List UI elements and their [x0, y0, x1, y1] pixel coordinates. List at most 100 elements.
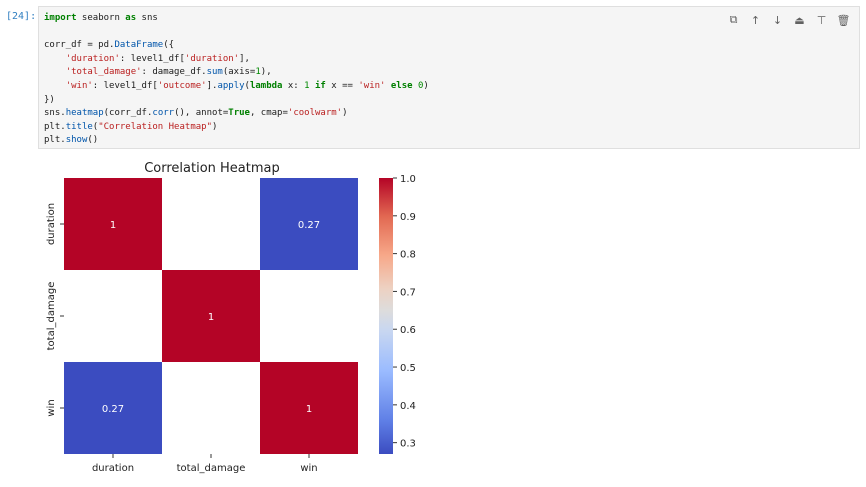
code-token [44, 67, 66, 77]
code-token: (corr_df. [103, 108, 153, 119]
code-token: sum [206, 67, 223, 78]
code-token: plt. [44, 135, 66, 146]
code-token: () [87, 135, 99, 146]
code-token: 'duration' [184, 53, 240, 64]
code-token: ], [239, 53, 250, 64]
move-down-icon[interactable]: ↓ [772, 13, 783, 27]
heatmap-cell [64, 178, 162, 270]
code-line: plt.title("Correlation Heatmap") [44, 121, 429, 135]
cell-annotation: 0.27 [298, 220, 320, 231]
code-token: ]. [206, 80, 218, 91]
cell-annotation: 1 [110, 220, 116, 231]
code-token: 'outcome' [157, 80, 207, 91]
code-token: ) [212, 121, 218, 132]
code-token: title [65, 121, 93, 132]
code-line: import seaborn as sns [44, 12, 429, 26]
code-token: ) [342, 108, 348, 119]
code-line [44, 26, 429, 40]
code-editor[interactable]: import seaborn as sns corr_df = pd.DataF… [44, 12, 429, 148]
chart-title: Correlation Heatmap [144, 161, 280, 176]
code-line: 'win': level1_df['outcome'].apply(lambda… [44, 80, 429, 94]
colorbar-tick-label: 1.0 [400, 174, 416, 185]
cell-annotation: 1 [306, 404, 312, 415]
cell-toolbar: ⧉ ↑ ↓ ⏏ ⊤ 🗑 [724, 11, 853, 29]
cell-annotation: 0.27 [102, 404, 124, 415]
code-token: sns [136, 13, 158, 23]
code-token: sns. [44, 108, 66, 119]
move-up-icon[interactable]: ↑ [750, 13, 761, 27]
code-token: import [44, 13, 77, 23]
code-token: corr_df = pd. [44, 40, 115, 51]
code-token: : damage_df. [141, 67, 207, 78]
code-token: heatmap [65, 108, 104, 119]
code-token: True [228, 108, 250, 119]
cell-prompt: [24]: [6, 11, 37, 22]
colorbar-tick-label: 0.7 [400, 287, 416, 298]
code-cell-input[interactable]: import seaborn as sns corr_df = pd.DataF… [38, 6, 860, 149]
heatmap-cell [260, 178, 358, 270]
insert-above-icon[interactable]: ⏏ [794, 13, 805, 27]
code-token: ( [244, 80, 250, 91]
code-token: (axis= [222, 67, 256, 78]
x-tick-label: total_damage [177, 463, 246, 474]
y-tick-label: total_damage [46, 282, 57, 351]
y-tick-label: duration [46, 203, 57, 245]
code-token: 'coolwarm' [287, 108, 343, 119]
code-token: as [125, 13, 137, 23]
insert-below-icon[interactable]: ⊤ [816, 13, 827, 27]
duplicate-cell-icon[interactable]: ⧉ [729, 13, 738, 26]
code-line: }) [44, 94, 429, 108]
code-token: 'win' [358, 80, 386, 91]
code-token: 0 [417, 80, 424, 91]
code-token: x == [325, 80, 359, 91]
colorbar-tick-label: 0.4 [400, 401, 416, 412]
heatmap-cell [64, 362, 162, 454]
colorbar-tick-label: 0.6 [400, 325, 416, 336]
code-token: : level1_df[ [119, 53, 185, 64]
code-token: }) [44, 94, 55, 105]
code-line: corr_df = pd.DataFrame({ [44, 39, 429, 53]
code-token: show [65, 135, 88, 146]
code-token [44, 81, 66, 91]
code-token: if [315, 80, 326, 91]
heatmap-cell [260, 362, 358, 454]
correlation-heatmap-chart: Correlation Heatmap 1 0.27 1 0.27 1 duration t… [46, 161, 416, 474]
code-token: else [390, 80, 413, 91]
cell-output: Correlation Heatmap 1 0.27 1 0.27 1 duration t… [0, 150, 440, 486]
code-token: ( [92, 121, 99, 132]
code-token [44, 54, 66, 64]
colorbar-tick-label: 0.9 [400, 212, 416, 223]
code-token: corr [152, 108, 175, 119]
colorbar-tick-label: 0.8 [400, 250, 416, 261]
cell-annotation: 1 [208, 312, 214, 323]
delete-cell-icon[interactable]: 🗑 [836, 13, 851, 27]
code-token: (), annot= [174, 108, 229, 119]
colorbar-tick-label: 0.5 [400, 363, 416, 374]
y-tick-label: win [46, 399, 57, 416]
code-token: lambda [249, 80, 283, 91]
code-line: 'total_damage': damage_df.sum(axis=1), [44, 66, 429, 80]
code-token: : level1_df[ [92, 80, 158, 91]
code-token: x: [282, 80, 305, 91]
code-token: apply [217, 80, 245, 91]
code-line: 'duration': level1_df['duration'], [44, 53, 429, 67]
code-token: 'duration' [65, 53, 120, 64]
code-token: plt. [44, 121, 66, 132]
colorbar-tick-label: 0.3 [400, 439, 416, 450]
code-line: plt.show() [44, 134, 429, 148]
code-token: 1 [255, 67, 261, 78]
code-token: 'win' [65, 80, 93, 91]
code-token: seaborn [76, 13, 126, 23]
heatmap-cell [162, 270, 260, 362]
code-token: 'total_damage' [65, 67, 142, 78]
code-token: "Correlation Heatmap" [98, 121, 212, 132]
code-line: sns.heatmap(corr_df.corr(), annot=True, … [44, 107, 429, 121]
x-tick-label: duration [92, 463, 134, 474]
code-token: , cmap= [249, 108, 288, 119]
code-token: ), [260, 67, 272, 78]
code-token: ({ [163, 40, 175, 51]
x-tick-label: win [300, 463, 317, 474]
colorbar [379, 178, 393, 454]
code-token: DataFrame [114, 40, 164, 51]
code-token: 1 [304, 80, 310, 91]
